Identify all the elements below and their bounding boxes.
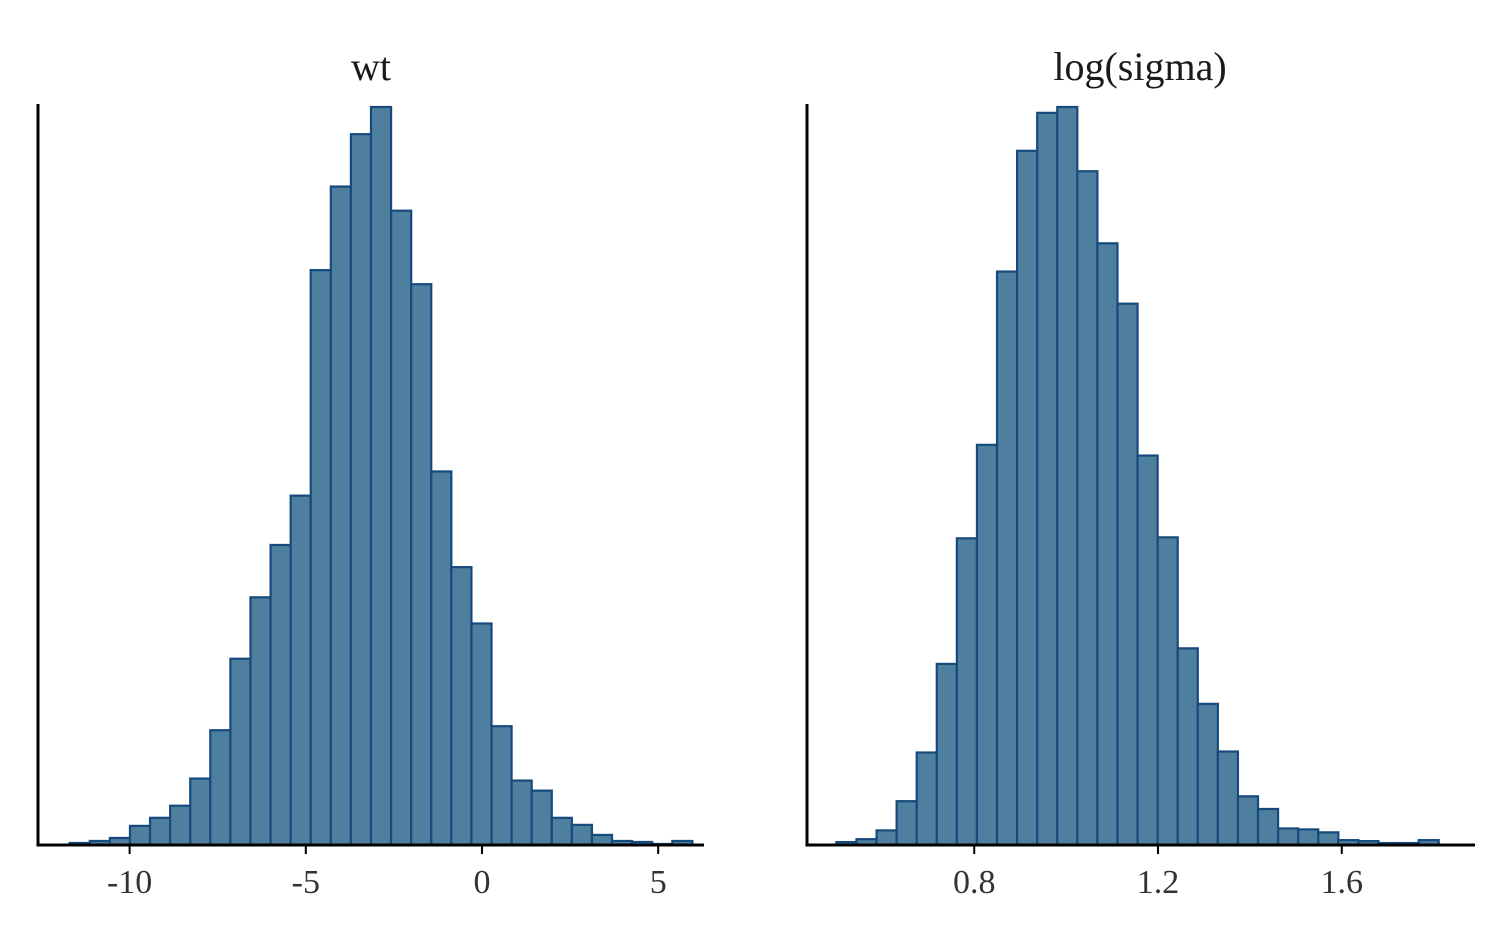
panel-title-log-sigma: log(sigma)	[1053, 44, 1226, 89]
histogram-bar-log-sigma	[1297, 828, 1320, 847]
bars-log-sigma	[835, 105, 1440, 847]
x-ticks-wt: -10 -5 0 5	[107, 845, 667, 901]
histogram-bar-log-sigma	[1216, 750, 1240, 847]
histogram-bar-wt	[309, 269, 332, 847]
histogram-bar-wt	[389, 209, 413, 847]
histogram-bar-wt	[128, 824, 152, 847]
histogram-bar-log-sigma	[1317, 831, 1340, 847]
histogram-bar-wt	[209, 729, 232, 847]
histogram-bar-log-sigma	[875, 829, 898, 847]
histogram-bar-wt	[530, 789, 553, 847]
histogram-bar-log-sigma	[935, 662, 958, 847]
histogram-bar-log-sigma	[1176, 647, 1199, 847]
histogram-bar-log-sigma	[915, 751, 938, 847]
histogram-bar-wt	[249, 596, 272, 847]
histogram-bar-wt	[269, 543, 292, 847]
histogram-bar-wt	[510, 779, 533, 847]
histogram-bar-wt	[590, 833, 614, 847]
x-tick-label-log-sigma: 0.8	[953, 864, 996, 901]
x-tick-label-log-sigma: 1.2	[1137, 864, 1180, 901]
panel-title-wt: wt	[351, 44, 391, 89]
histogram-bar-log-sigma	[1056, 105, 1079, 847]
bars-wt	[68, 105, 694, 847]
histogram-bar-wt	[229, 657, 252, 847]
histogram-bar-log-sigma	[1276, 827, 1300, 847]
x-ticks-log-sigma: 0.8 1.2 1.6	[953, 845, 1363, 901]
histogram-bar-log-sigma	[1236, 795, 1260, 847]
x-tick-label-wt: -10	[107, 864, 152, 901]
histogram-bar-log-sigma	[995, 270, 1019, 847]
histogram-bar-wt	[410, 283, 433, 847]
histogram-bar-wt	[148, 816, 172, 847]
histogram-bar-wt	[570, 823, 594, 847]
histogram-bar-log-sigma	[1015, 149, 1039, 847]
histogram-bar-log-sigma	[1096, 242, 1119, 847]
histogram-bar-wt	[490, 725, 513, 847]
histogram-bar-wt	[470, 622, 493, 847]
histogram-bar-log-sigma	[1156, 536, 1179, 847]
histogram-bar-log-sigma	[975, 443, 999, 847]
histogram-bar-log-sigma	[1116, 302, 1139, 847]
histogram-bar-wt	[369, 105, 393, 847]
histogram-bar-wt	[349, 133, 373, 847]
x-tick-label-wt: 0	[474, 864, 491, 901]
histogram-bar-log-sigma	[1196, 702, 1219, 847]
histogram-bar-wt	[289, 494, 312, 847]
histogram-bar-wt	[169, 804, 192, 847]
histogram-bar-log-sigma	[1076, 170, 1099, 847]
histogram-bar-wt	[430, 470, 453, 847]
histogram-bar-wt	[329, 185, 353, 847]
x-tick-label-log-sigma: 1.6	[1321, 864, 1364, 901]
histogram-bar-wt	[189, 777, 212, 847]
x-tick-label-wt: 5	[650, 864, 667, 901]
histogram-bar-wt	[550, 816, 573, 847]
histogram-bar-log-sigma	[955, 537, 979, 847]
histogram-bar-wt	[450, 566, 473, 847]
histogram-bar-log-sigma	[895, 800, 918, 847]
histogram-bar-log-sigma	[1036, 111, 1059, 847]
x-tick-label-wt: -5	[292, 864, 320, 901]
histogram-bar-log-sigma	[1136, 454, 1159, 847]
panel-log-sigma: log(sigma) 0.8 1.2 1.6	[805, 44, 1475, 901]
panel-wt: wt -10 -5 0 5	[36, 44, 704, 901]
histogram-bar-log-sigma	[1256, 807, 1280, 847]
